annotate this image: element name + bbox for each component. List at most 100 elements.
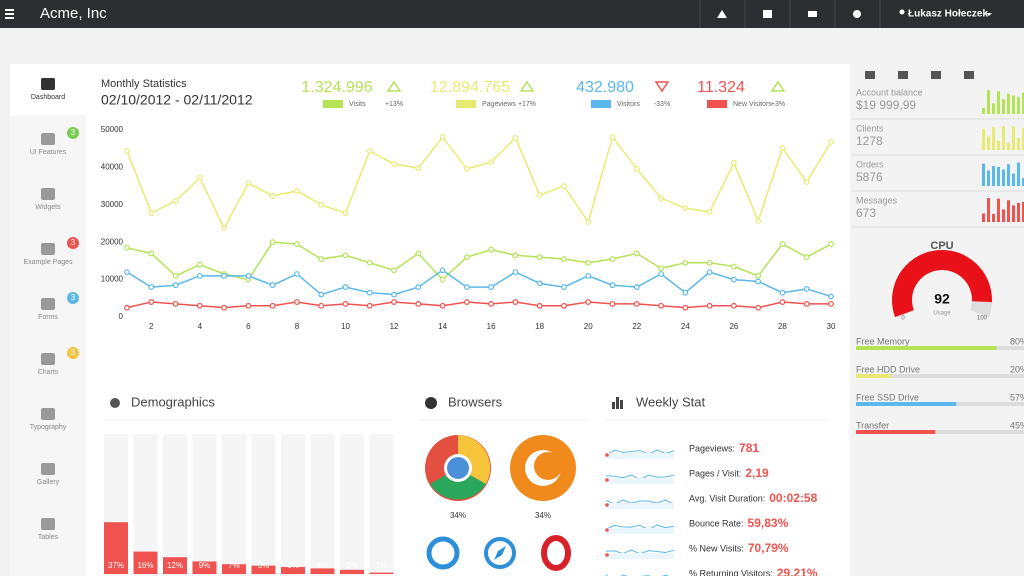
panel-tab-icon[interactable] bbox=[964, 71, 974, 79]
chrome-icon bbox=[425, 435, 491, 501]
user-icon bbox=[899, 9, 905, 15]
mini-bar bbox=[987, 170, 990, 186]
sidebar-icon bbox=[41, 518, 55, 530]
resource-value: 20% bbox=[1010, 364, 1024, 374]
sidebar-label[interactable]: Widgets bbox=[35, 204, 61, 211]
topbar-separators bbox=[699, 0, 881, 28]
bar-track bbox=[251, 434, 276, 576]
bar bbox=[192, 561, 217, 574]
mail-icon[interactable] bbox=[808, 11, 817, 17]
series-line bbox=[126, 269, 832, 298]
tasks-icon[interactable] bbox=[763, 10, 772, 18]
progress-bar bbox=[856, 430, 936, 434]
point bbox=[366, 289, 373, 296]
point bbox=[172, 272, 179, 279]
point bbox=[633, 301, 640, 307]
y-tick-label: 30000 bbox=[101, 200, 124, 209]
sidebar-label[interactable]: Example Pages bbox=[23, 259, 73, 266]
point bbox=[779, 289, 786, 296]
badge bbox=[67, 347, 79, 359]
point bbox=[658, 302, 664, 309]
mini-bar bbox=[1007, 200, 1010, 222]
point bbox=[196, 174, 203, 181]
legend-label: New Visitors bbox=[733, 101, 772, 108]
sidebar-label[interactable]: Charts bbox=[38, 369, 59, 376]
sidebar-icon bbox=[41, 78, 55, 90]
mini-bar bbox=[1012, 173, 1015, 186]
bar-label: 16% bbox=[137, 561, 153, 570]
point bbox=[609, 301, 616, 307]
x-tick-label: 20 bbox=[584, 322, 593, 331]
sidebar-label[interactable]: Typography bbox=[30, 424, 67, 431]
point bbox=[439, 276, 446, 283]
settings-icon[interactable] bbox=[853, 10, 861, 18]
browsers-title: Browsers bbox=[448, 394, 503, 409]
stat-total: 1.324.996 bbox=[301, 79, 372, 96]
point bbox=[779, 241, 786, 247]
point bbox=[415, 301, 422, 307]
mini-bar bbox=[982, 213, 985, 222]
stats-title: Monthly Statistics bbox=[101, 78, 187, 90]
mini-bar bbox=[1002, 169, 1005, 186]
legend-label: Visitors bbox=[617, 101, 640, 108]
stat-total: 432.980 bbox=[576, 79, 634, 96]
weekly-label: Pages / Visit: bbox=[689, 468, 741, 478]
bar-label: 4% bbox=[317, 561, 329, 570]
point bbox=[245, 272, 252, 279]
badge-count: 3 bbox=[71, 293, 76, 302]
bar bbox=[222, 564, 246, 574]
point bbox=[609, 256, 616, 262]
summary-label: Orders bbox=[856, 159, 884, 169]
y-tick-label: 20000 bbox=[101, 237, 124, 246]
legend-swatch bbox=[456, 100, 476, 108]
y-tick-label: 50000 bbox=[101, 125, 124, 134]
mini-bar bbox=[1012, 126, 1015, 150]
alert-icon[interactable] bbox=[717, 10, 727, 18]
sidebar-label[interactable]: Forms bbox=[38, 314, 58, 321]
mini-bar bbox=[992, 166, 995, 186]
sparkline-fill bbox=[606, 503, 674, 509]
point bbox=[512, 252, 519, 259]
series-line bbox=[126, 135, 832, 230]
point bbox=[342, 284, 349, 290]
x-tick-label: 10 bbox=[341, 322, 350, 331]
x-tick-label: 4 bbox=[198, 322, 203, 331]
point bbox=[269, 302, 276, 309]
mini-bar bbox=[982, 128, 985, 150]
legend-swatch bbox=[591, 100, 611, 108]
mini-bar bbox=[997, 166, 1000, 186]
point bbox=[294, 241, 300, 247]
bar-track bbox=[163, 434, 187, 576]
panel-tab-icon[interactable] bbox=[898, 71, 908, 79]
point bbox=[828, 301, 834, 307]
trend-up bbox=[770, 80, 786, 92]
sidebar-icon bbox=[41, 463, 55, 475]
point bbox=[148, 299, 155, 305]
sidebar-label[interactable]: Dashboard bbox=[31, 94, 65, 101]
point bbox=[148, 284, 155, 290]
sparkline-dot bbox=[605, 553, 609, 557]
browsers-icon bbox=[425, 397, 437, 409]
bar bbox=[310, 568, 335, 574]
browser-share: 34% bbox=[450, 511, 466, 520]
menu-icon[interactable] bbox=[5, 9, 14, 19]
panel-tab-icon[interactable] bbox=[865, 71, 875, 79]
mini-bar bbox=[1007, 142, 1010, 150]
point bbox=[536, 192, 543, 198]
sidebar-label[interactable]: UI Features bbox=[30, 149, 67, 156]
sidebar-label[interactable]: Tables bbox=[38, 534, 59, 541]
sidebar-icon bbox=[41, 188, 55, 200]
progress-bar bbox=[856, 346, 997, 350]
mini-bar bbox=[1007, 164, 1010, 186]
point bbox=[318, 201, 325, 208]
mini-bar bbox=[1012, 205, 1015, 222]
sidebar-label[interactable]: Gallery bbox=[37, 479, 60, 486]
weekly-value: 70,79% bbox=[748, 541, 789, 555]
point bbox=[609, 134, 616, 141]
user-menu[interactable]: Łukasz Hołeczek bbox=[908, 9, 988, 20]
point bbox=[221, 272, 228, 279]
stat-change: +13% bbox=[385, 101, 403, 108]
panel-tab-icon[interactable] bbox=[931, 71, 941, 79]
summary-value: 673 bbox=[856, 206, 876, 220]
summary-label: Clients bbox=[856, 123, 884, 133]
